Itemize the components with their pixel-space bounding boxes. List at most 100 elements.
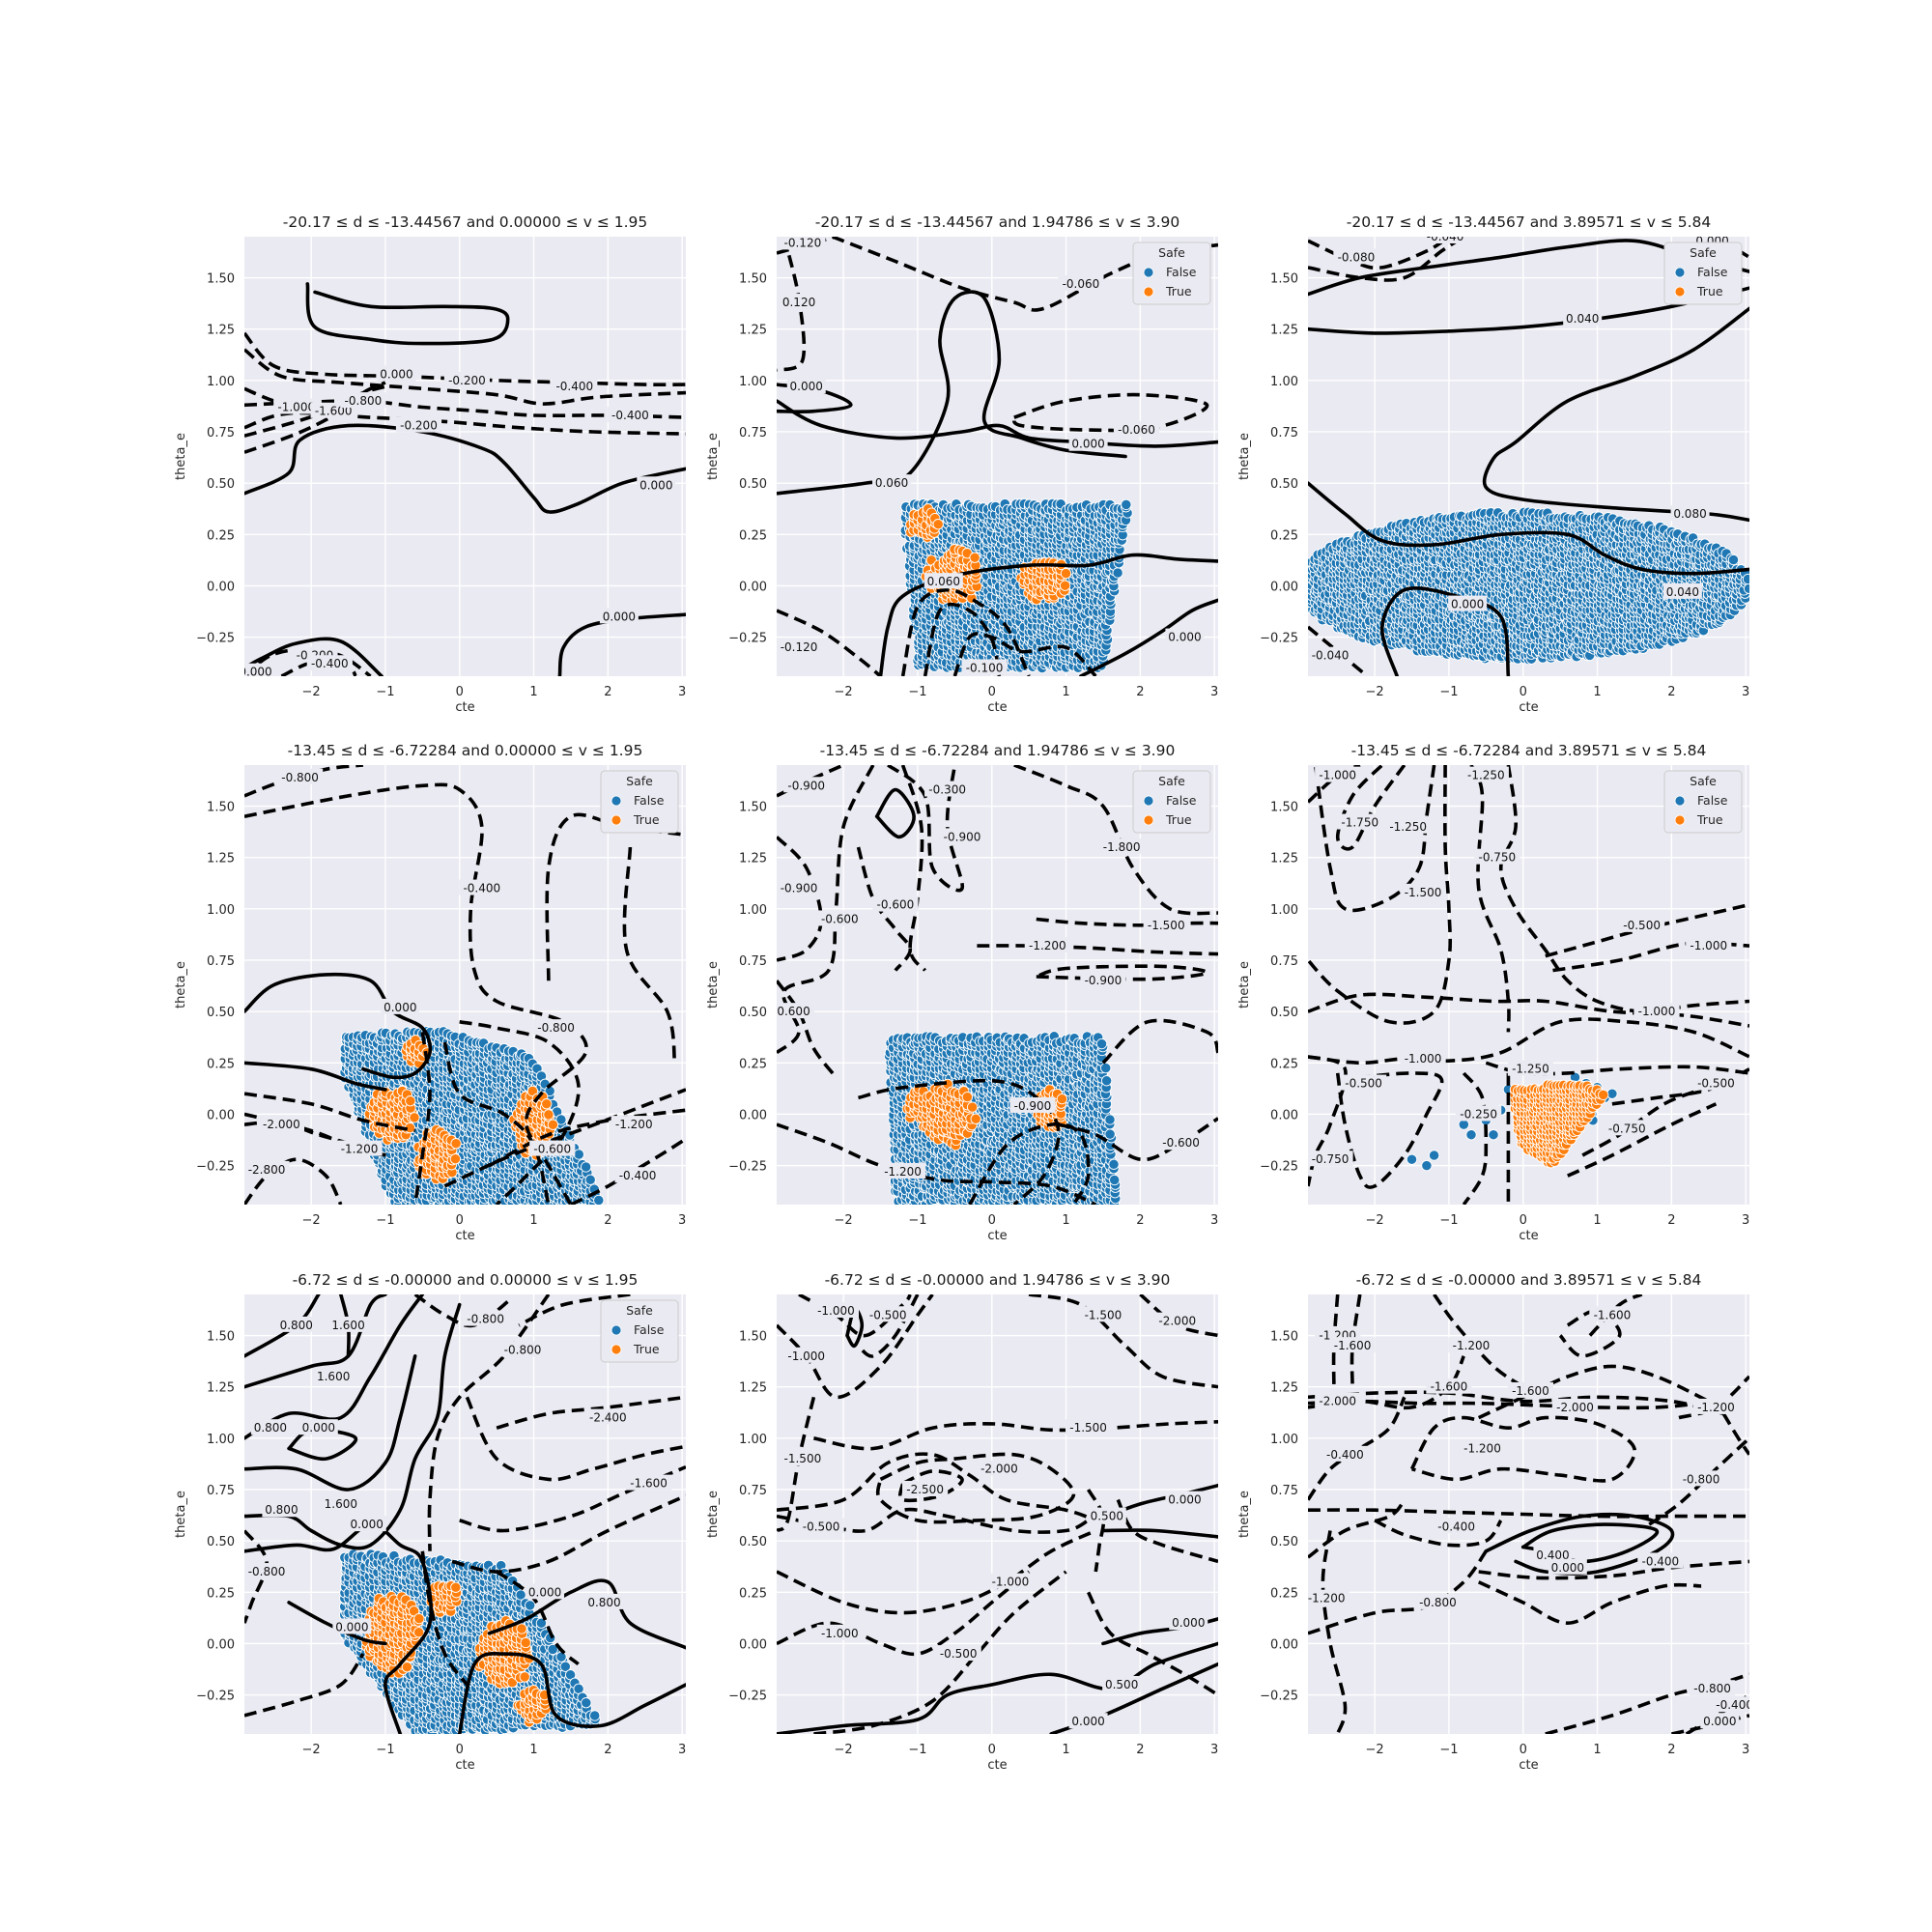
x-tick-label: −1 xyxy=(376,685,394,699)
contour-solid xyxy=(305,282,510,346)
contour-label: 0.040 xyxy=(1666,585,1699,599)
contour-label-bg xyxy=(923,573,963,589)
y-tick-label: 1.50 xyxy=(739,272,767,287)
contour-dashed xyxy=(244,395,364,438)
contour-label-bg xyxy=(273,398,320,414)
y-tick-label: 0.25 xyxy=(207,528,235,543)
y-tick-label: 1.25 xyxy=(207,324,235,338)
contour-label-bg xyxy=(780,294,819,310)
legend-entry: False xyxy=(1697,265,1728,279)
contour-label: -0.100 xyxy=(966,661,1004,674)
legend-title: Safe xyxy=(1158,245,1185,260)
y-tick-label: −0.25 xyxy=(728,632,767,646)
contour-label: -0.060 xyxy=(1118,423,1155,437)
x-tick-label: 0 xyxy=(456,685,464,699)
point-false xyxy=(1295,570,1305,580)
contour-dashed xyxy=(1011,392,1209,433)
y-axis-label: theta_e xyxy=(174,433,188,480)
point-false xyxy=(1308,588,1310,597)
x-tick-label: 2 xyxy=(1667,685,1675,699)
contour-label: -1.000 xyxy=(277,400,315,413)
y-tick-label: 1.50 xyxy=(1270,272,1298,287)
contour-label: 0.000 xyxy=(1168,631,1201,644)
subplot-title: -20.17 ≤ d ≤ -13.44567 and 3.89571 ≤ v ≤… xyxy=(1347,213,1712,231)
contour-label: 0.000 xyxy=(639,478,672,492)
contour-label-bg xyxy=(1068,435,1108,451)
contour-label: -0.120 xyxy=(784,236,822,249)
subplot-4: -0.800-0.400-0.4000.000-0.800-1.200-0.40… xyxy=(174,742,686,1243)
y-tick-label: 0.00 xyxy=(739,580,767,594)
y-tick-label: 0.25 xyxy=(739,528,767,543)
point-false xyxy=(1743,582,1749,594)
plot-area xyxy=(244,237,686,676)
y-tick-label: 0.50 xyxy=(207,477,235,492)
subplot-3: -0.080-0.040 0.0000.0400.0800.0400.000-0.… xyxy=(1237,213,1749,715)
y-tick-label: −0.25 xyxy=(196,632,235,646)
contour-dashed xyxy=(952,632,1097,676)
contour-label: -0.200 xyxy=(400,419,438,433)
contour-dashed xyxy=(244,348,686,406)
contour-label-bg xyxy=(599,608,639,624)
contour-solid xyxy=(557,612,686,676)
y-tick-label: 1.00 xyxy=(739,375,767,389)
contour-label-bg xyxy=(780,237,826,250)
x-tick-label: 0 xyxy=(988,685,996,699)
point-false xyxy=(1121,498,1132,511)
point-true xyxy=(969,552,980,563)
contour-label-bg xyxy=(395,416,442,433)
x-tick-label: −2 xyxy=(835,685,853,699)
contour-solid xyxy=(878,553,1218,676)
x-tick-label: −2 xyxy=(302,685,321,699)
y-tick-label: 0.25 xyxy=(1270,528,1298,543)
contour-label: -0.080 xyxy=(1338,250,1376,264)
y-tick-label: 1.50 xyxy=(207,272,235,287)
y-tick-label: 0.75 xyxy=(739,426,767,440)
contour-label-bg xyxy=(872,474,912,491)
point-true xyxy=(1060,567,1072,580)
contour-label-bg xyxy=(340,392,386,409)
x-axis-label: cte xyxy=(987,700,1007,715)
legend-entry: False xyxy=(1166,265,1197,279)
x-tick-label: −1 xyxy=(908,685,926,699)
point-false xyxy=(1308,584,1310,593)
subplot-title: -20.17 ≤ d ≤ -13.44567 and 1.94786 ≤ v ≤… xyxy=(815,213,1180,231)
contour-label-bg xyxy=(607,406,653,422)
point-false xyxy=(1112,567,1123,579)
x-tick-label: 3 xyxy=(1742,685,1749,699)
contour-label: -0.400 xyxy=(611,409,649,422)
legend-marker xyxy=(1143,267,1154,278)
legend-title: Safe xyxy=(1690,245,1717,260)
point-false xyxy=(1742,573,1749,585)
contour-label: -0.200 xyxy=(448,374,486,387)
point-false xyxy=(1308,594,1309,601)
y-tick-label: 1.25 xyxy=(739,324,767,338)
contour-lines: 0.0000.0000.0000.000-0.200 -0.400-0.400-0… xyxy=(244,282,686,676)
contour-label: 0.060 xyxy=(927,575,960,588)
point-false xyxy=(1308,578,1310,586)
contour-label-bg xyxy=(443,371,491,387)
contour-label-bg xyxy=(777,639,822,655)
subplot-title: -20.17 ≤ d ≤ -13.44567 and 0.00000 ≤ v ≤… xyxy=(283,213,648,231)
point-false xyxy=(1308,600,1310,609)
y-tick-label: −0.25 xyxy=(1260,632,1298,646)
legend-marker xyxy=(1143,286,1154,298)
contour-dashed xyxy=(923,602,1002,676)
y-tick-label: 0.50 xyxy=(1270,477,1298,492)
contour-label-bg xyxy=(1113,420,1160,437)
legend-entry: True xyxy=(1696,284,1723,298)
contour-label: -0.040 xyxy=(1312,649,1350,663)
x-tick-label: 3 xyxy=(1210,685,1218,699)
contour-label: -0.120 xyxy=(781,640,818,654)
x-tick-label: 2 xyxy=(604,685,611,699)
contour-label: 0.060 xyxy=(875,476,908,490)
contour-label-bg xyxy=(244,663,275,676)
contour-solid xyxy=(244,423,686,514)
contour-solid xyxy=(1079,598,1218,676)
contour-dashed xyxy=(777,609,882,676)
contour-label: 0.000 xyxy=(1071,438,1104,451)
x-axis-label: cte xyxy=(455,700,474,715)
y-axis-label: theta_e xyxy=(1237,433,1252,480)
contour-label-bg xyxy=(637,476,676,493)
